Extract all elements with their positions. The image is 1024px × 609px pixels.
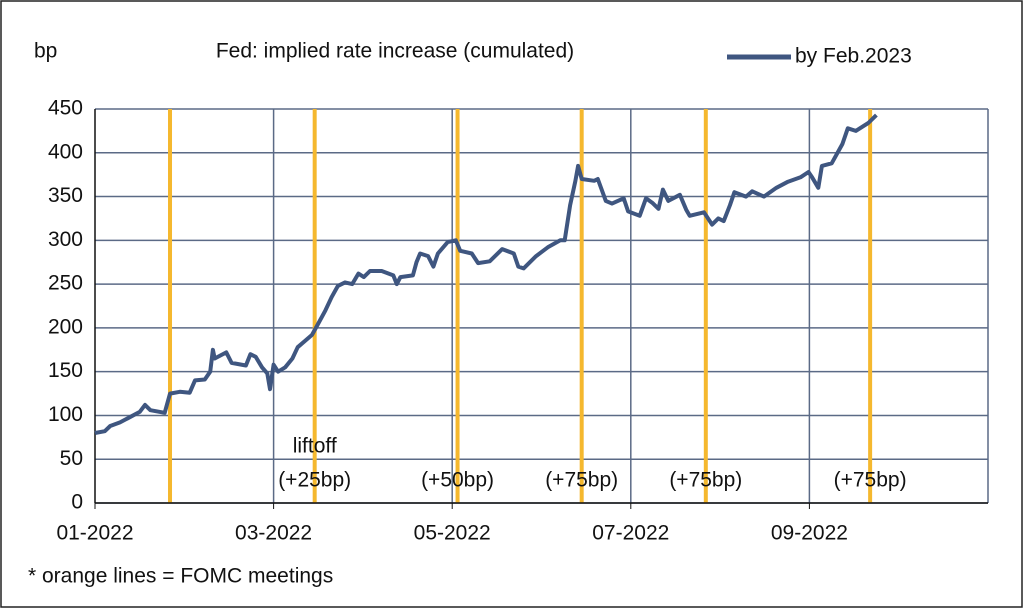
fomc-label: (+75bp) bbox=[834, 469, 907, 492]
chart-title: Fed: implied rate increase (cumulated) bbox=[216, 40, 574, 63]
x-tick-label: 07-2022 bbox=[592, 522, 669, 545]
y-tick-label: 150 bbox=[48, 359, 83, 382]
y-tick-label: 50 bbox=[60, 447, 83, 470]
y-tick-label: 450 bbox=[48, 97, 83, 120]
y-tick-label: 0 bbox=[71, 491, 83, 514]
legend-label: by Feb.2023 bbox=[795, 45, 912, 68]
fomc-label: liftoff bbox=[293, 435, 337, 458]
y-tick-label: 400 bbox=[48, 140, 83, 163]
x-tick-label: 01-2022 bbox=[56, 522, 133, 545]
y-tick-label: 300 bbox=[48, 228, 83, 251]
fomc-label: (+75bp) bbox=[545, 469, 618, 492]
x-tick-label: 03-2022 bbox=[235, 522, 312, 545]
footnote: * orange lines = FOMC meetings bbox=[28, 565, 333, 588]
fomc-label: (+50bp) bbox=[421, 469, 494, 492]
x-tick-label: 09-2022 bbox=[771, 522, 848, 545]
y-tick-label: 350 bbox=[48, 184, 83, 207]
x-tick-label: 05-2022 bbox=[414, 522, 491, 545]
y-tick-label: 100 bbox=[48, 403, 83, 426]
y-tick-label: 250 bbox=[48, 272, 83, 295]
fomc-label: (+75bp) bbox=[669, 469, 742, 492]
y-unit: bp bbox=[34, 40, 57, 63]
y-tick-label: 200 bbox=[48, 315, 83, 338]
data-line bbox=[94, 113, 878, 435]
fomc-label: (+25bp) bbox=[278, 469, 351, 492]
